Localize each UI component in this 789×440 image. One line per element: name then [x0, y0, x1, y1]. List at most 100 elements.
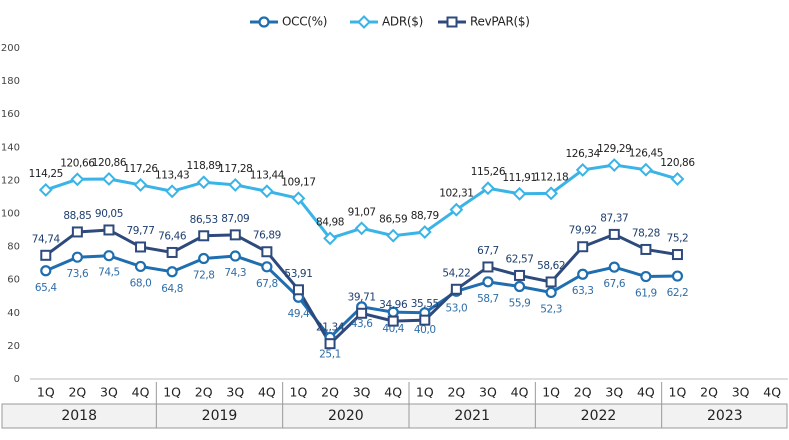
data-label: 129,29 — [597, 143, 631, 155]
x-tick-label: 1Q — [37, 385, 55, 400]
point — [544, 186, 559, 201]
point — [482, 276, 494, 288]
x-tick-label: 4Q — [384, 385, 402, 400]
point — [671, 249, 683, 261]
point — [198, 252, 210, 265]
data-label: 58,62 — [537, 260, 565, 272]
data-label: 40,0 — [414, 324, 436, 336]
point — [324, 338, 336, 350]
point — [608, 261, 620, 273]
point — [386, 228, 401, 243]
point — [258, 16, 270, 28]
point — [514, 269, 526, 281]
x-tick-label: 4Q — [637, 385, 655, 400]
data-label: 120,86 — [660, 157, 695, 169]
point — [259, 184, 274, 199]
data-label: 91,07 — [348, 206, 376, 218]
x-tick-label: 4Q — [763, 385, 781, 400]
data-label: 118,89 — [187, 160, 221, 172]
year-row — [1, 403, 788, 429]
x-tick-label: 2Q — [321, 385, 339, 400]
data-label: 117,26 — [123, 163, 158, 175]
point — [671, 270, 684, 282]
point — [545, 286, 557, 299]
data-label: 111,91 — [502, 172, 536, 184]
data-label: 67,8 — [256, 278, 278, 290]
point — [198, 230, 210, 242]
point — [417, 225, 432, 239]
point — [640, 243, 652, 255]
data-label: 79,77 — [127, 225, 155, 237]
year-label: 2020 — [328, 408, 364, 424]
point — [102, 172, 116, 186]
data-label: 86,53 — [190, 214, 218, 226]
data-label: 73,6 — [66, 268, 88, 280]
data-label: 74,74 — [32, 233, 61, 245]
x-tick-label: 1Q — [163, 385, 181, 400]
year-label: 2023 — [707, 408, 743, 424]
data-label: 90,05 — [95, 208, 123, 220]
data-label: 34,96 — [379, 299, 408, 311]
year-label: 2022 — [581, 408, 617, 424]
data-label: 75,2 — [667, 233, 689, 245]
legend-label: RevPAR($) — [470, 15, 530, 29]
y-tick-label: 140 — [1, 142, 20, 153]
data-label: 64,8 — [161, 283, 183, 295]
point — [135, 241, 147, 253]
point — [482, 261, 494, 273]
point — [228, 177, 243, 192]
data-label: 58,7 — [477, 293, 499, 305]
data-label: 78,28 — [632, 227, 660, 239]
x-tick-label: 1Q — [542, 385, 560, 400]
x-tick-label: 4Q — [258, 385, 276, 400]
data-label: 72,8 — [193, 270, 215, 282]
data-label: 102,31 — [439, 188, 473, 200]
point — [481, 181, 495, 196]
data-label: 76,89 — [253, 230, 281, 242]
y-tick-label: 80 — [7, 242, 20, 253]
data-label: 62,57 — [506, 253, 534, 265]
x-tick-label: 3Q — [226, 385, 244, 400]
data-label: 112,18 — [534, 171, 568, 183]
point — [165, 184, 180, 199]
data-label: 109,17 — [281, 176, 315, 188]
point — [71, 226, 83, 238]
point — [356, 307, 368, 319]
data-label: 53,0 — [445, 302, 467, 314]
x-tick-label: 4Q — [132, 385, 150, 400]
point — [291, 191, 306, 206]
y-tick-label: 60 — [7, 275, 20, 286]
data-label: 61,9 — [635, 288, 657, 300]
point — [513, 280, 526, 293]
point — [545, 276, 557, 288]
data-label: 126,34 — [566, 148, 601, 160]
data-label: 49,4 — [288, 308, 310, 320]
point — [640, 270, 652, 283]
x-tick-label: 3Q — [479, 385, 497, 400]
point — [71, 251, 83, 263]
data-label: 79,92 — [569, 225, 597, 237]
data-label: 114,25 — [29, 168, 63, 180]
data-label: 88,85 — [63, 210, 91, 222]
data-label: 63,3 — [572, 285, 594, 297]
data-label: 74,3 — [224, 267, 246, 279]
point — [133, 178, 148, 192]
data-label: 53,91 — [284, 268, 312, 280]
data-label: 54,22 — [442, 267, 470, 279]
legend-label: ADR($) — [382, 15, 423, 29]
point — [577, 241, 589, 253]
data-label: 68,0 — [130, 277, 152, 289]
point — [261, 261, 273, 273]
x-tick-label: 2Q — [195, 385, 213, 400]
data-label: 43,6 — [351, 318, 373, 330]
point — [512, 186, 527, 201]
x-tick-label: 1Q — [416, 385, 434, 400]
point — [292, 284, 304, 296]
point — [196, 175, 211, 190]
y-tick-label: 40 — [7, 308, 20, 319]
point — [577, 268, 589, 280]
point — [166, 266, 178, 278]
data-label: 126,45 — [629, 148, 663, 160]
point — [229, 250, 241, 262]
